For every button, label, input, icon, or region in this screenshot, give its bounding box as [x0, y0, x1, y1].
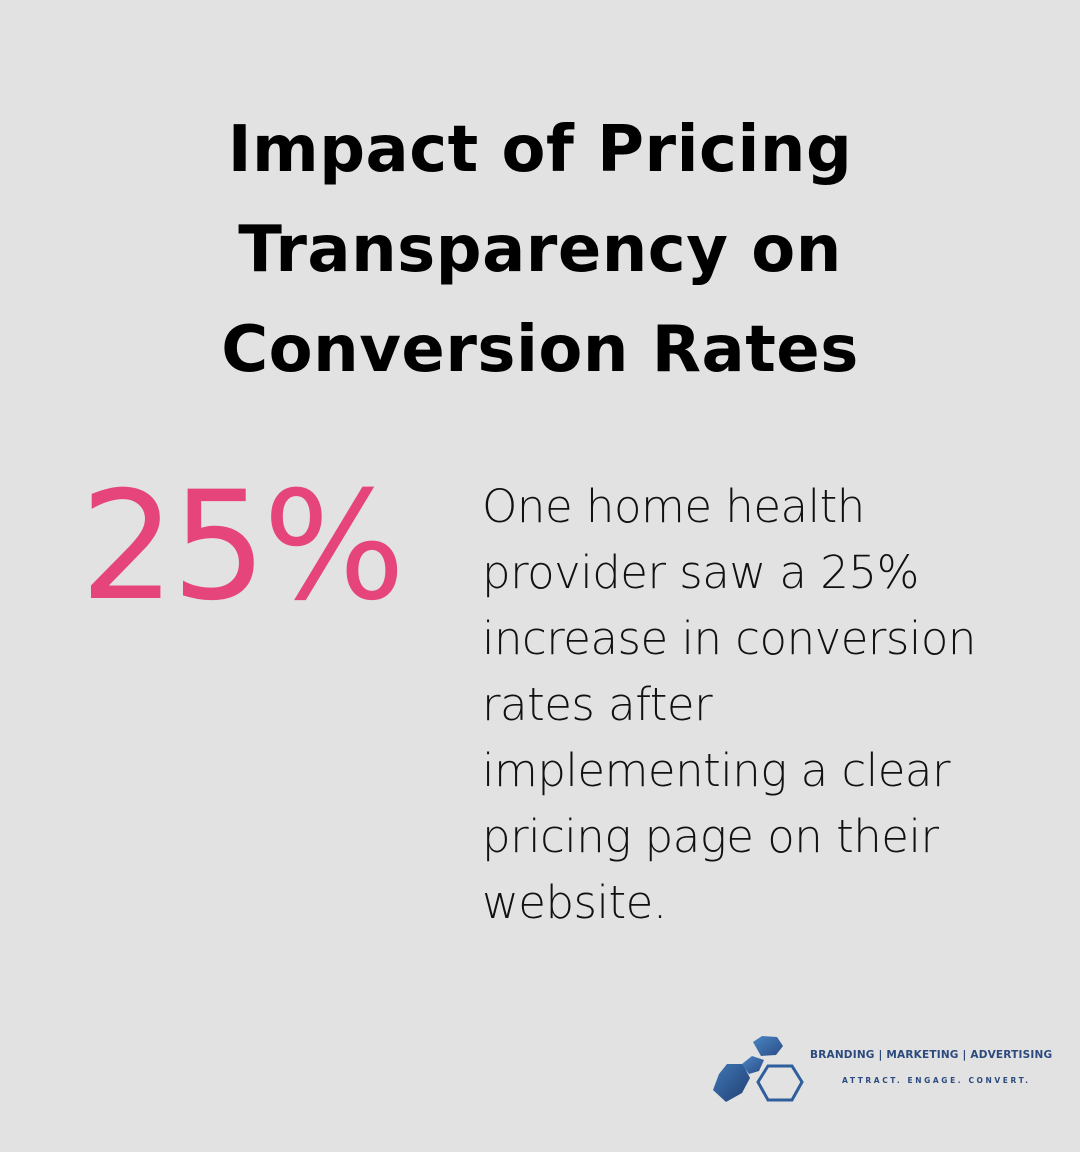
stat-description: One home health provider saw a 25% incre… [482, 480, 976, 929]
page-title: Impact of Pricing Transparency on Conver… [221, 113, 859, 387]
stat-value: 25% [80, 460, 405, 634]
brand-logo: BRANDING | MARKETING | ADVERTISING ATTRA… [706, 1030, 1052, 1114]
logo-tagline-secondary: ATTRACT. ENGAGE. CONVERT. [842, 1076, 1031, 1085]
logo-tagline-primary: BRANDING | MARKETING | ADVERTISING [810, 1049, 1053, 1061]
hexagon-cluster-logo-icon [713, 1036, 804, 1102]
